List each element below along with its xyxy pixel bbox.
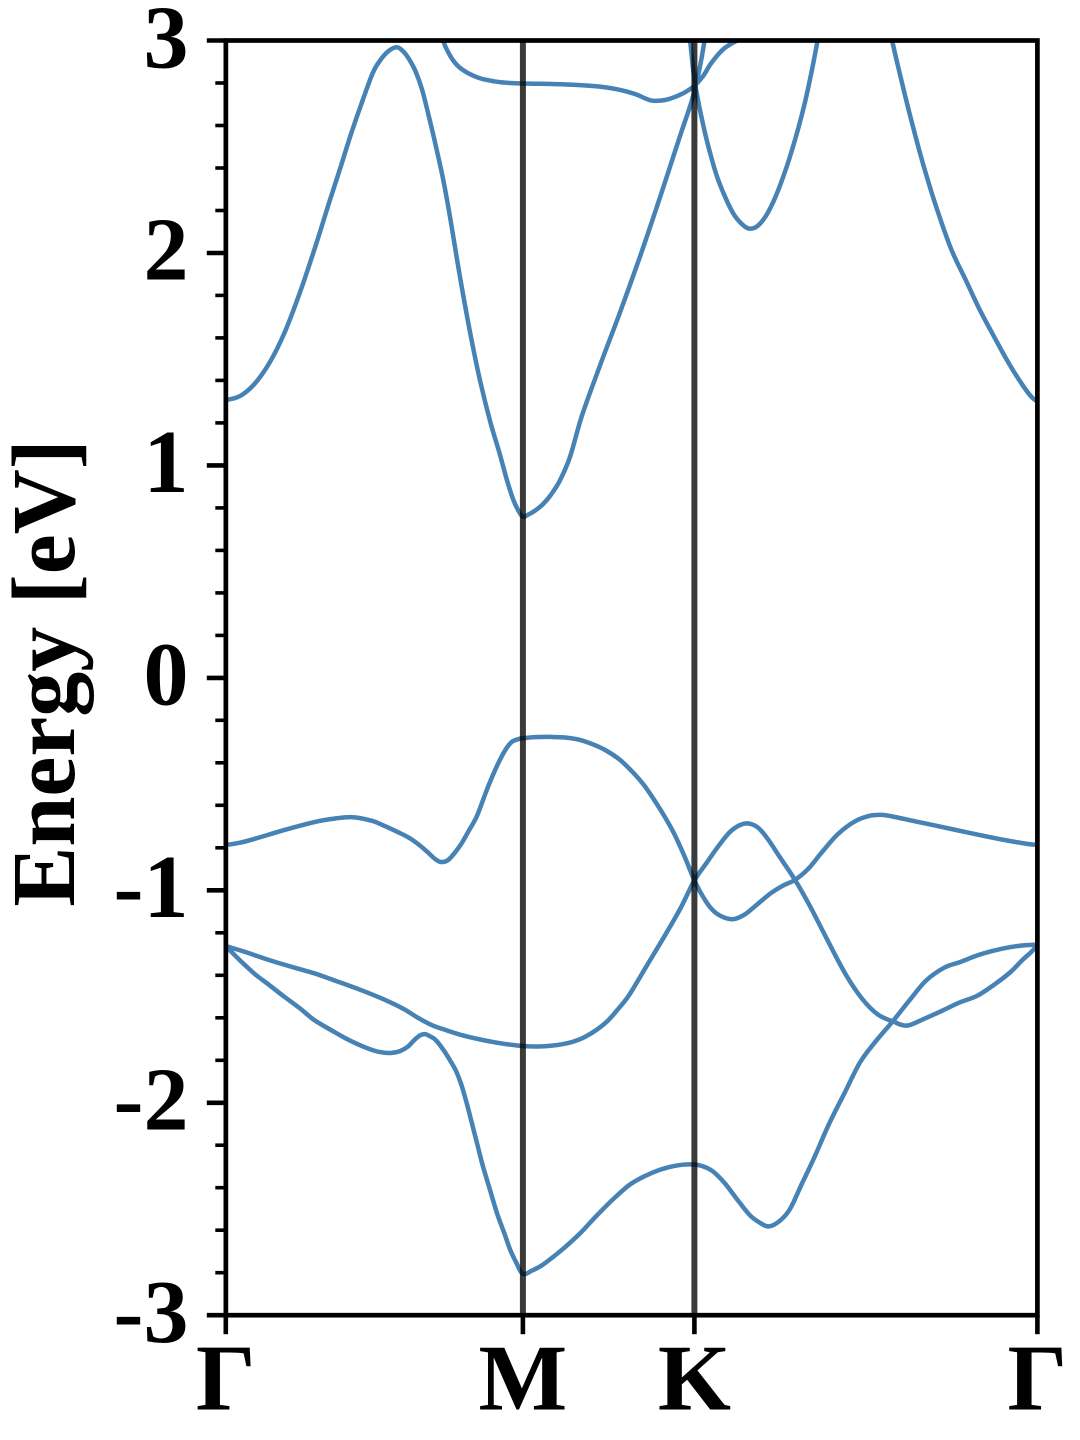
svg-text:-1: -1: [114, 838, 189, 937]
svg-text:2: 2: [144, 201, 189, 300]
svg-text:M: M: [479, 1327, 568, 1431]
svg-text:Γ: Γ: [196, 1327, 256, 1431]
svg-text:0: 0: [144, 626, 189, 725]
svg-text:Energy [eV]: Energy [eV]: [0, 439, 94, 906]
svg-text:1: 1: [144, 413, 189, 512]
svg-text:-3: -3: [114, 1263, 189, 1362]
svg-text:Γ: Γ: [1007, 1327, 1067, 1431]
svg-text:K: K: [658, 1327, 731, 1431]
svg-text:-2: -2: [114, 1051, 189, 1150]
svg-text:3: 3: [144, 0, 189, 87]
